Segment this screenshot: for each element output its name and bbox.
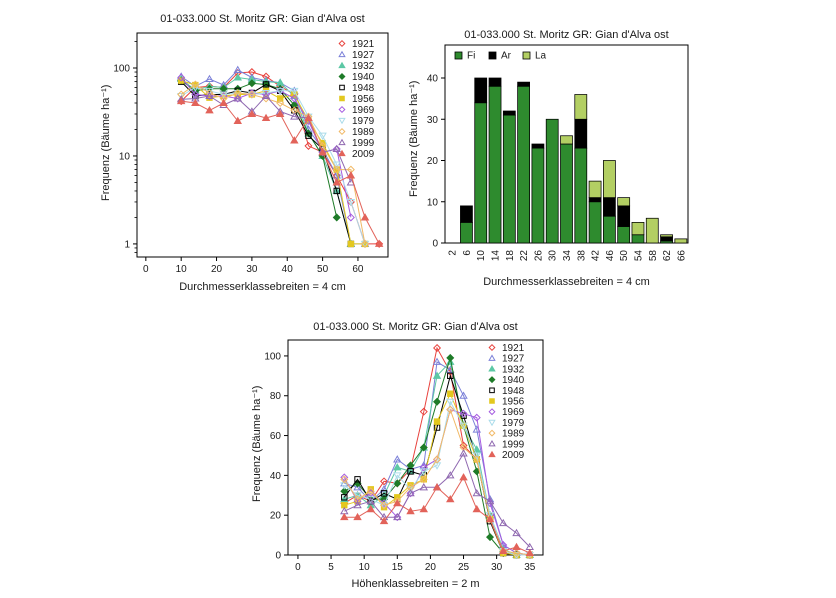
svg-text:80: 80 — [270, 391, 282, 402]
svg-text:6: 6 — [462, 250, 473, 256]
svg-text:20: 20 — [425, 562, 437, 573]
svg-text:30: 30 — [491, 562, 503, 573]
svg-text:62: 62 — [662, 250, 673, 262]
svg-text:1940: 1940 — [502, 375, 525, 386]
svg-text:20: 20 — [270, 511, 282, 522]
svg-text:1940: 1940 — [352, 72, 375, 83]
height-frequency-line-chart: 0 5 10 15 20 25 30 3502040608010019211927193219… — [264, 339, 544, 573]
svg-text:1969: 1969 — [502, 407, 525, 418]
svg-text:46: 46 — [605, 250, 616, 262]
svg-text:34: 34 — [562, 250, 573, 262]
diameter-line-chart-ylabel: Frequenz (Bäume ha⁻¹) — [100, 84, 112, 201]
bar-chart-ylabel: Frequenz (Bäume ha⁻¹) — [408, 80, 420, 197]
svg-text:40: 40 — [270, 471, 282, 482]
diameter-frequency-line-chart: 0 10 20 30 40 50 60110100192119271932194019481… — [113, 32, 389, 275]
svg-text:Fi: Fi — [467, 51, 475, 62]
svg-text:1989: 1989 — [352, 127, 375, 138]
svg-text:5: 5 — [328, 562, 334, 573]
svg-text:1948: 1948 — [352, 83, 375, 94]
svg-text:10: 10 — [359, 562, 371, 573]
svg-text:58: 58 — [648, 250, 659, 262]
svg-text:100: 100 — [264, 351, 281, 362]
svg-text:40: 40 — [427, 74, 439, 85]
bar-chart-xlabel: Durchmesserklassebreiten = 4 cm — [483, 276, 650, 288]
svg-text:30: 30 — [246, 264, 258, 275]
svg-text:60: 60 — [270, 431, 282, 442]
svg-text:1921: 1921 — [352, 39, 375, 50]
svg-text:1979: 1979 — [352, 116, 375, 127]
svg-text:22: 22 — [519, 250, 530, 262]
height-line-chart-xlabel: Höhenklassebreiten = 2 m — [351, 578, 480, 590]
diameter-line-chart-title: 01-033.000 St. Moritz GR: Gian d'Alva os… — [160, 13, 365, 25]
svg-text:0: 0 — [432, 239, 438, 250]
svg-text:42: 42 — [591, 250, 602, 262]
svg-text:50: 50 — [619, 250, 630, 262]
svg-text:10: 10 — [119, 151, 131, 162]
svg-text:0: 0 — [143, 264, 149, 275]
height-line-chart-title: 01-033.000 St. Moritz GR: Gian d'Alva os… — [313, 321, 518, 333]
svg-text:0: 0 — [275, 551, 281, 562]
svg-text:30: 30 — [427, 115, 439, 126]
svg-text:35: 35 — [524, 562, 536, 573]
svg-text:30: 30 — [548, 250, 559, 262]
svg-text:1999: 1999 — [352, 138, 375, 149]
svg-text:18: 18 — [505, 250, 516, 262]
svg-text:1: 1 — [124, 239, 130, 250]
svg-text:Ar: Ar — [501, 51, 512, 62]
svg-text:2009: 2009 — [352, 149, 375, 160]
svg-text:1999: 1999 — [502, 439, 525, 450]
svg-text:10: 10 — [476, 250, 487, 262]
svg-text:40: 40 — [282, 264, 294, 275]
svg-text:14: 14 — [491, 250, 502, 262]
svg-text:0: 0 — [295, 562, 301, 573]
height-line-chart-ylabel: Frequenz (Bäume ha⁻¹) — [251, 385, 263, 502]
svg-text:1932: 1932 — [502, 364, 525, 375]
svg-text:15: 15 — [392, 562, 404, 573]
svg-text:1956: 1956 — [502, 397, 525, 408]
svg-text:La: La — [535, 51, 547, 62]
svg-text:50: 50 — [317, 264, 329, 275]
svg-text:66: 66 — [676, 250, 687, 262]
bar-chart-title: 01-033.000 St. Moritz GR: Gian d'Alva os… — [464, 29, 669, 41]
svg-text:20: 20 — [427, 156, 439, 167]
svg-text:60: 60 — [352, 264, 364, 275]
svg-text:10: 10 — [427, 197, 439, 208]
svg-text:1921: 1921 — [502, 343, 525, 354]
svg-text:2009: 2009 — [502, 450, 525, 461]
diameter-line-chart-xlabel: Durchmesserklassebreiten = 4 cm — [179, 281, 346, 293]
svg-text:100: 100 — [113, 64, 130, 75]
svg-text:38: 38 — [576, 250, 587, 262]
svg-text:2: 2 — [448, 250, 459, 256]
svg-text:1989: 1989 — [502, 429, 525, 440]
svg-text:1948: 1948 — [502, 386, 525, 397]
svg-text:26: 26 — [533, 250, 544, 262]
svg-text:20: 20 — [211, 264, 223, 275]
svg-text:1969: 1969 — [352, 105, 375, 116]
svg-text:1956: 1956 — [352, 94, 375, 105]
svg-text:10: 10 — [176, 264, 188, 275]
svg-text:25: 25 — [458, 562, 470, 573]
svg-text:1932: 1932 — [352, 61, 375, 72]
svg-text:1927: 1927 — [502, 354, 525, 365]
svg-text:1979: 1979 — [502, 418, 525, 429]
svg-text:54: 54 — [633, 250, 644, 262]
svg-text:1927: 1927 — [352, 50, 375, 61]
